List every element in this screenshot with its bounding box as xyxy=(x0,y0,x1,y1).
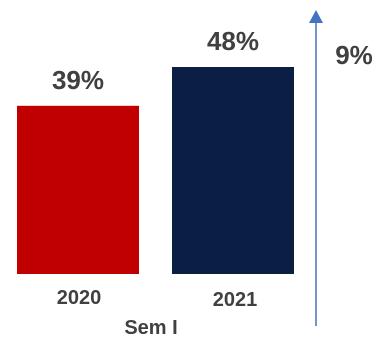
bars-group xyxy=(17,67,294,274)
category-label-2020: 2020 xyxy=(57,287,102,309)
bar-2021 xyxy=(172,67,294,274)
difference-label: 9% xyxy=(335,40,373,70)
category-label-2021: 2021 xyxy=(213,289,258,311)
value-label-2020: 39% xyxy=(52,65,104,95)
category-labels-group: 2020 2021 xyxy=(57,287,258,311)
difference-annotation: 9% xyxy=(309,10,373,326)
x-axis-label: Sem I xyxy=(124,317,177,338)
bar-2020 xyxy=(17,105,139,274)
value-label-2021: 48% xyxy=(207,26,259,56)
value-labels-group: 39% 48% xyxy=(52,26,259,95)
increase-arrow-head xyxy=(309,10,323,23)
